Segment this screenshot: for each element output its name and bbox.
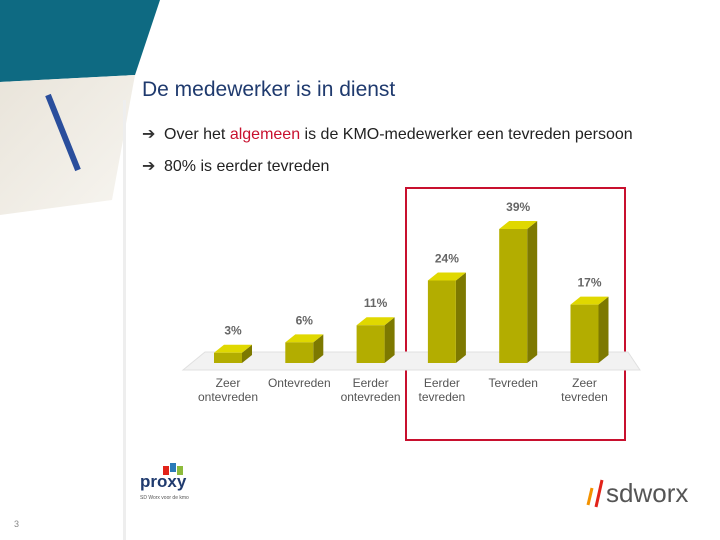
bullet-text: 80% is eerder tevreden bbox=[164, 158, 330, 175]
bar bbox=[427, 272, 466, 363]
bar-side bbox=[384, 317, 395, 363]
bar-top bbox=[285, 334, 324, 343]
page-number: 3 bbox=[14, 519, 19, 529]
bar-side bbox=[598, 296, 609, 363]
bar bbox=[214, 344, 252, 363]
bar-front bbox=[285, 342, 314, 363]
bar-top bbox=[427, 272, 466, 281]
category-label: Eerder tevreden bbox=[418, 376, 466, 404]
bar bbox=[499, 221, 538, 363]
bar-front bbox=[427, 280, 456, 363]
bar-front bbox=[499, 229, 528, 363]
category-label: Eerder ontevreden bbox=[340, 376, 401, 404]
bullet: ➔ 80% is eerder tevreden bbox=[142, 158, 330, 175]
bullet: ➔ Over het algemeen is de KMO-medewerker … bbox=[142, 126, 633, 143]
value-label: 17% bbox=[577, 276, 601, 290]
bullet-text: is de KMO-medewerker een tevreden persoo… bbox=[300, 126, 633, 143]
bar-top bbox=[356, 317, 395, 326]
category-label: Zeer ontevreden bbox=[197, 376, 259, 404]
header-shape bbox=[0, 0, 160, 82]
bar-front bbox=[570, 304, 599, 363]
logo-tagline: SD Worx voor de kmo bbox=[140, 495, 189, 501]
bullet-text: Over het bbox=[164, 126, 230, 143]
logo-mark bbox=[594, 479, 604, 508]
logo-mark bbox=[586, 487, 594, 506]
bar-side bbox=[313, 334, 324, 363]
bar-side bbox=[527, 221, 538, 363]
value-label: 39% bbox=[506, 200, 530, 214]
bar-top bbox=[214, 344, 252, 353]
slide-title: De medewerker is in dienst bbox=[142, 78, 396, 101]
bar-top bbox=[499, 221, 538, 229]
category-label: Tevreden bbox=[488, 376, 538, 390]
logo-mark bbox=[177, 466, 183, 475]
highlight-box bbox=[405, 187, 626, 441]
bar bbox=[570, 296, 609, 363]
category-label: Zeer tevreden bbox=[561, 376, 608, 404]
bullet-emphasis: algemeen bbox=[229, 126, 301, 143]
bar bbox=[356, 317, 395, 363]
logo-left: proxy bbox=[140, 472, 187, 491]
bar-top bbox=[570, 296, 609, 305]
logo-right: sdworx bbox=[606, 478, 688, 508]
value-label: 6% bbox=[296, 313, 314, 327]
divider bbox=[123, 100, 126, 540]
bar-front bbox=[214, 352, 242, 363]
value-label: 3% bbox=[224, 324, 242, 338]
category-label: Ontevreden bbox=[267, 376, 331, 390]
bar-side bbox=[242, 344, 252, 363]
bar-front bbox=[356, 325, 385, 363]
logo-mark bbox=[170, 463, 176, 472]
pen bbox=[45, 93, 81, 172]
bar-side bbox=[455, 272, 466, 363]
logo-mark bbox=[163, 466, 169, 475]
value-label: 11% bbox=[364, 296, 388, 310]
bar bbox=[285, 334, 324, 363]
value-label: 24% bbox=[435, 252, 459, 266]
